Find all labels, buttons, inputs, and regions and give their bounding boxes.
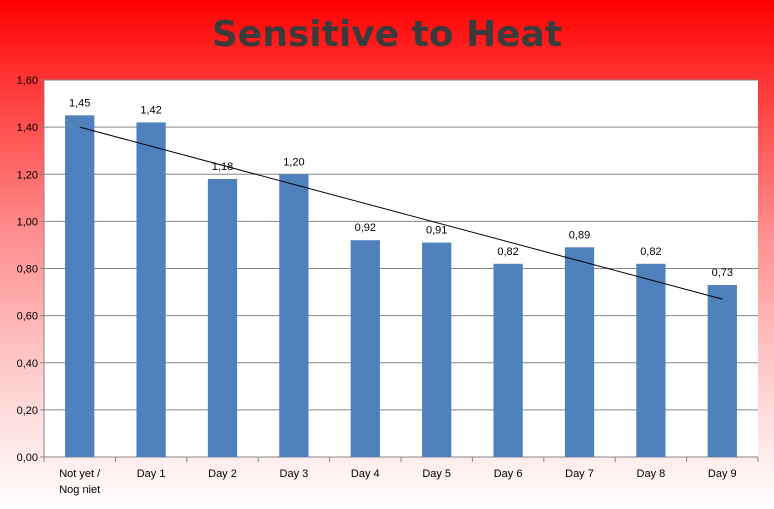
data-label: 0,89 (569, 229, 590, 241)
trendline (79, 126, 723, 300)
y-tick-label: 1,00 (17, 216, 38, 228)
bar (350, 240, 380, 457)
bar (636, 263, 666, 457)
data-label: 0,91 (426, 225, 447, 237)
bar (707, 284, 737, 457)
bar (207, 178, 238, 457)
bar (422, 242, 452, 457)
x-tick-label: Day 1 (137, 468, 166, 480)
y-tick-label: 0,40 (17, 358, 38, 370)
bar (65, 115, 95, 457)
data-label: 1,42 (140, 104, 161, 116)
data-label: 0,92 (355, 222, 376, 234)
x-tick-label: Day 8 (637, 468, 666, 480)
y-tick-label: 1,60 (17, 75, 38, 87)
x-tick-label: Not yet / (59, 468, 101, 480)
data-label: 0,82 (497, 246, 518, 258)
chart-title: Sensitive to Heat (211, 14, 563, 55)
y-tick-label: 1,20 (17, 169, 38, 181)
data-label: 1,20 (283, 156, 304, 168)
bar (564, 247, 595, 457)
bar (279, 174, 309, 457)
bar (136, 122, 166, 457)
x-tick-label: Day 9 (708, 468, 737, 480)
x-tick-label: Day 7 (565, 468, 594, 480)
y-tick-label: 1,40 (17, 122, 38, 134)
x-tick-label: Day 3 (280, 468, 309, 480)
bar (493, 263, 523, 457)
y-tick-label: 0,60 (17, 311, 38, 323)
x-tick-label: Day 2 (208, 468, 237, 480)
x-tick-label: Nog niet (59, 484, 100, 496)
x-tick-label: Day 6 (494, 468, 523, 480)
y-tick-label: 0,80 (17, 264, 38, 276)
data-label: 0,73 (712, 267, 733, 279)
x-tick-label: Day 5 (422, 468, 451, 480)
data-label: 1,45 (69, 97, 90, 109)
data-label: 0,82 (640, 246, 661, 258)
x-tick-label: Day 4 (351, 468, 380, 480)
y-tick-label: 0,20 (17, 405, 38, 417)
y-tick-label: 0,00 (17, 452, 38, 464)
